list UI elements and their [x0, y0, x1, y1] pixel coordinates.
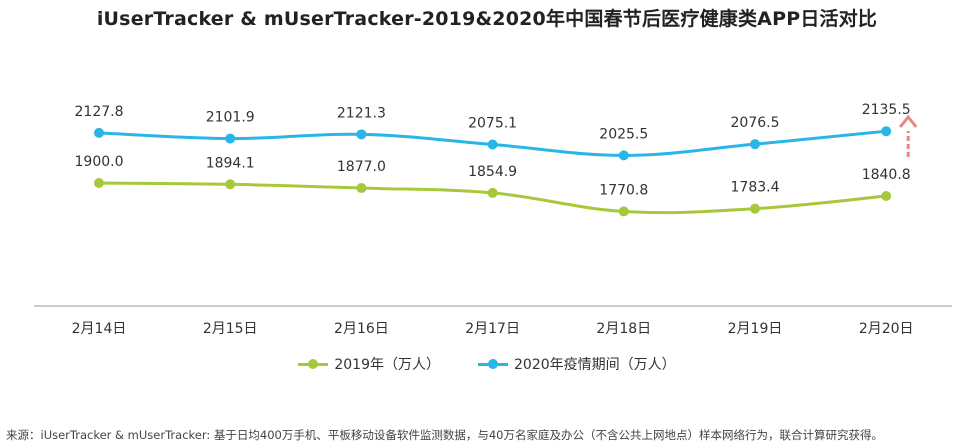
x-tick-label: 2月16日 — [334, 321, 389, 337]
data-point — [225, 133, 236, 144]
up-arrow-icon — [899, 114, 918, 128]
data-point — [750, 203, 760, 214]
data-label: 1900.0 — [75, 154, 124, 170]
data-label: 1854.9 — [468, 164, 517, 180]
data-point — [618, 150, 629, 161]
data-label: 2135.5 — [862, 102, 911, 118]
source-note: 来源：iUserTracker & mUserTracker: 基于日均400万… — [6, 428, 883, 442]
data-label: 1840.8 — [862, 167, 911, 183]
x-tick-label: 2月18日 — [596, 321, 651, 337]
data-label: 2121.3 — [337, 105, 386, 121]
data-label: 2025.5 — [599, 126, 648, 142]
legend-label-2020: 2020年疫情期间（万人） — [514, 357, 676, 373]
data-point — [487, 187, 498, 198]
legend-item-2020: 2020年疫情期间（万人） — [478, 354, 676, 374]
data-label: 2075.1 — [468, 115, 517, 131]
data-label: 1770.8 — [599, 182, 648, 198]
chart-legend: 2019年（万人） 2020年疫情期间（万人） — [0, 354, 974, 374]
data-label: 1877.0 — [337, 159, 386, 175]
legend-label-2019: 2019年（万人） — [334, 357, 440, 373]
legend-swatch-2020 — [478, 358, 508, 370]
data-point — [94, 127, 104, 138]
data-point — [881, 126, 892, 137]
data-label: 2127.8 — [75, 104, 124, 120]
data-point — [225, 179, 236, 190]
data-point — [356, 129, 367, 140]
chart-title: iUserTracker & mUserTracker-2019&2020年中国… — [96, 8, 878, 30]
x-tick-label: 2月15日 — [203, 321, 258, 337]
data-label: 1783.4 — [731, 180, 780, 196]
data-point — [487, 139, 498, 150]
x-tick-label: 2月14日 — [72, 321, 127, 337]
legend-swatch-2019 — [298, 358, 329, 370]
data-label: 2101.9 — [206, 110, 255, 126]
data-point — [356, 183, 367, 194]
data-label: 1894.1 — [206, 155, 255, 171]
data-point — [618, 206, 629, 217]
x-tick-label: 2月20日 — [859, 321, 914, 337]
data-point — [750, 139, 760, 150]
x-tick-label: 2月19日 — [728, 321, 783, 337]
data-point — [881, 191, 892, 202]
data-point — [94, 178, 104, 188]
legend-item-2019: 2019年（万人） — [298, 354, 440, 374]
x-tick-label: 2月17日 — [465, 321, 520, 337]
data-label: 2076.5 — [731, 115, 780, 131]
